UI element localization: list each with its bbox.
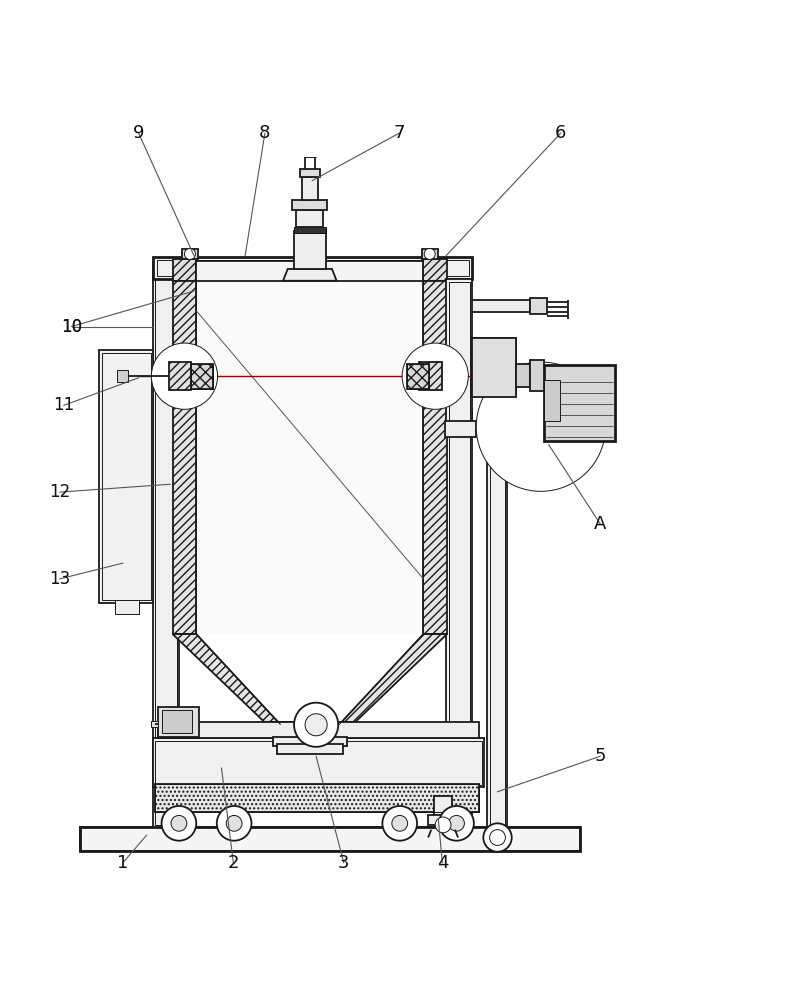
Bar	[151, 721, 159, 727]
Text: 4: 4	[437, 854, 448, 872]
Bar	[446, 279, 472, 425]
Bar	[302, 177, 318, 200]
Bar	[449, 412, 470, 825]
Circle shape	[305, 714, 327, 736]
Text: 11: 11	[53, 396, 74, 414]
Bar	[190, 364, 213, 389]
Bar	[172, 281, 196, 634]
Bar	[449, 282, 470, 423]
Bar	[407, 364, 429, 389]
Bar	[169, 362, 190, 390]
Bar	[446, 409, 472, 827]
Bar	[156, 784, 480, 812]
Bar	[294, 227, 325, 233]
Text: 5: 5	[594, 747, 606, 765]
Bar	[445, 421, 476, 437]
Bar	[423, 259, 447, 281]
Bar	[422, 249, 438, 259]
Circle shape	[476, 362, 606, 491]
Bar	[471, 300, 530, 312]
Text: 6: 6	[555, 124, 566, 142]
Bar	[102, 353, 151, 600]
Circle shape	[392, 815, 408, 831]
Circle shape	[294, 703, 338, 747]
Circle shape	[402, 343, 468, 409]
Bar	[296, 210, 323, 227]
Bar	[516, 364, 530, 387]
Circle shape	[382, 806, 417, 841]
Bar	[118, 370, 128, 382]
Bar	[273, 737, 347, 746]
Bar	[435, 796, 452, 819]
Bar	[276, 744, 343, 754]
Bar	[115, 600, 139, 614]
Bar	[156, 784, 480, 812]
Bar	[302, 719, 330, 730]
Circle shape	[226, 815, 242, 831]
Circle shape	[216, 806, 251, 841]
Bar	[544, 365, 615, 441]
Bar	[544, 380, 560, 421]
Circle shape	[152, 343, 217, 409]
Bar	[419, 362, 442, 390]
Bar	[159, 722, 479, 738]
Circle shape	[483, 823, 512, 852]
Bar	[196, 281, 423, 634]
Bar	[153, 738, 484, 787]
Bar	[153, 257, 472, 279]
Bar	[80, 827, 581, 851]
Text: 12: 12	[49, 483, 70, 501]
Polygon shape	[172, 634, 280, 725]
Text: 10: 10	[61, 318, 82, 336]
Bar	[156, 741, 482, 785]
Bar	[100, 350, 153, 603]
Bar	[156, 266, 176, 825]
Bar	[428, 815, 458, 825]
Bar	[407, 364, 429, 389]
Bar	[472, 338, 516, 394]
Bar	[159, 707, 199, 737]
Text: 7: 7	[393, 124, 404, 142]
Bar	[292, 200, 327, 210]
Polygon shape	[339, 634, 447, 725]
Text: 9: 9	[133, 124, 145, 142]
Bar	[447, 297, 471, 315]
Bar	[80, 827, 581, 851]
Circle shape	[184, 248, 195, 259]
Text: 13: 13	[49, 570, 70, 588]
Bar	[472, 338, 516, 397]
Bar	[294, 231, 325, 269]
Bar	[299, 169, 320, 177]
Bar	[182, 249, 198, 259]
Text: 2: 2	[228, 854, 239, 872]
Circle shape	[424, 248, 435, 259]
Bar	[190, 364, 213, 389]
Text: 1: 1	[117, 854, 129, 872]
Bar	[196, 261, 423, 281]
Bar	[530, 360, 544, 391]
Circle shape	[449, 815, 465, 831]
Text: 3: 3	[338, 854, 349, 872]
Bar	[157, 260, 469, 276]
Circle shape	[171, 815, 186, 831]
Text: 10: 10	[61, 318, 82, 336]
Bar	[267, 722, 352, 738]
Circle shape	[435, 817, 451, 833]
Text: 8: 8	[259, 124, 270, 142]
Bar	[172, 259, 196, 281]
Text: A: A	[594, 515, 606, 533]
Bar	[423, 281, 447, 634]
Bar	[530, 298, 547, 314]
Bar	[162, 710, 191, 733]
Circle shape	[439, 806, 474, 841]
Circle shape	[162, 806, 196, 841]
Bar	[487, 437, 507, 827]
Bar	[153, 263, 179, 827]
Bar	[490, 439, 505, 825]
Polygon shape	[283, 269, 337, 281]
